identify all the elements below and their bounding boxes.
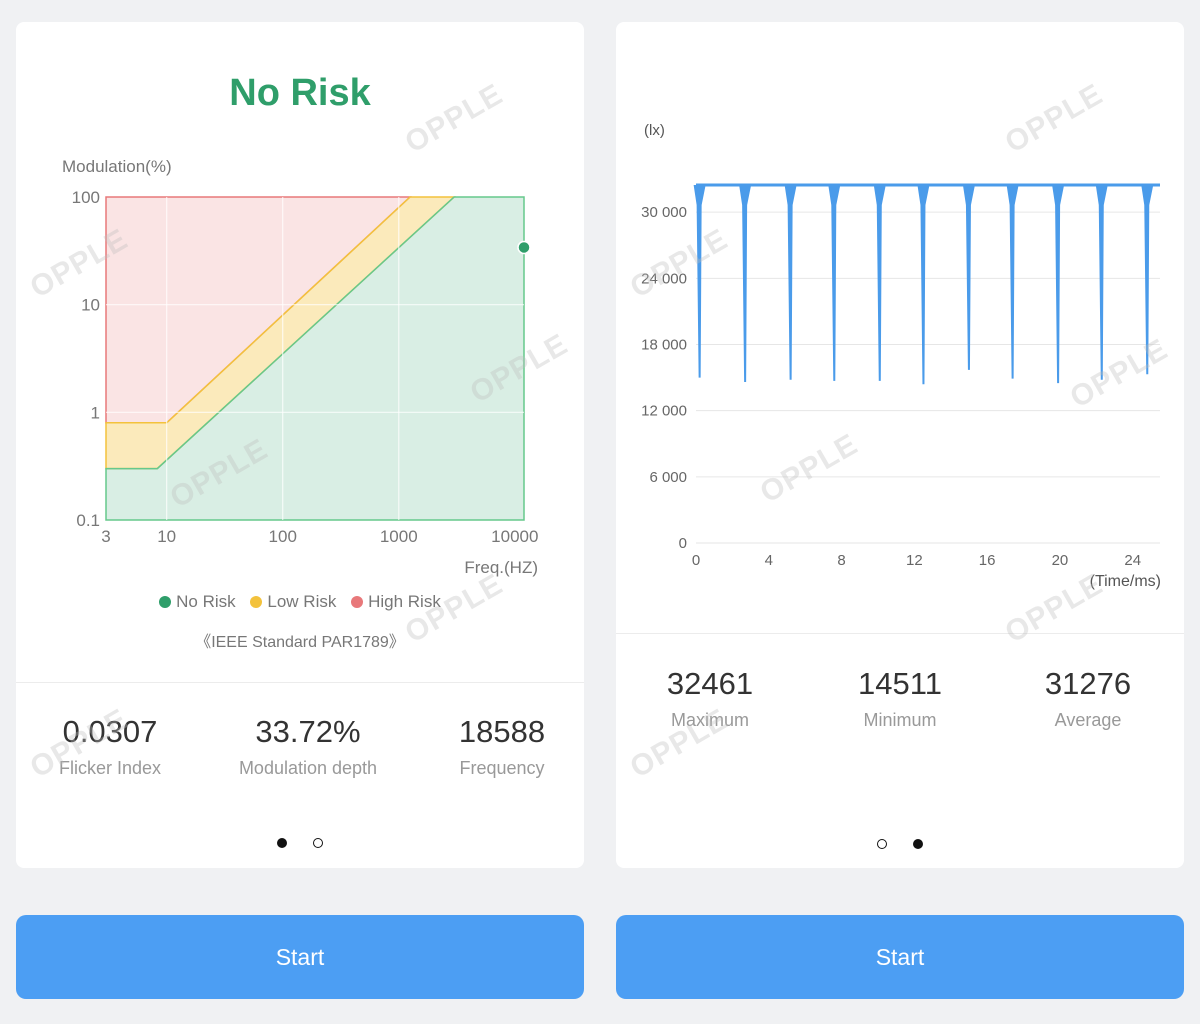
start-button[interactable]: Start [616, 915, 1184, 999]
legend-label: No Risk [176, 592, 236, 611]
page-dot-2[interactable] [313, 838, 323, 848]
stat-label: Modulation depth [238, 758, 378, 778]
x-tick-label: 12 [906, 552, 923, 569]
x-tick-label: 0 [692, 552, 700, 569]
illuminance-waveform-chart: 0 6 000 12 000 18 000 24 000 30 000 0 4 8 12 16 20 2… [641, 122, 1161, 590]
x-tick-label: 4 [765, 552, 773, 569]
stat-label: Maximum [670, 710, 749, 730]
stat-minimum: 14511 Minimum [806, 666, 994, 731]
risk-status-title: No Risk [229, 72, 371, 114]
stat-value: 18588 [458, 714, 546, 749]
stat-value: 14511 [858, 666, 942, 701]
x-tick-label: 100 [269, 527, 297, 546]
stat-value: 32461 [666, 666, 754, 701]
divider [16, 682, 584, 683]
x-tick-label: 8 [837, 552, 845, 569]
page-indicator [616, 836, 1184, 854]
waveform-dip [784, 185, 797, 380]
stat-label: Average [1054, 710, 1122, 730]
waveform-dip [1141, 185, 1154, 375]
y-tick-label: 0 [679, 535, 687, 552]
illuminance-waveform-card: 0 6 000 12 000 18 000 24 000 30 000 0 4 8 12 16 20 2… [616, 22, 1184, 868]
waveform-dip [693, 185, 706, 378]
stat-maximum: 32461 Maximum [616, 666, 804, 731]
y-tick-label: 12 000 [641, 403, 687, 420]
standard-reference: 《IEEE Standard PAR1789》 [195, 634, 405, 651]
page-indicator [16, 835, 584, 853]
waveform-dip [873, 185, 886, 381]
stat-value: 0.0307 [62, 714, 158, 749]
waveform-dip [828, 185, 841, 381]
y-tick-label: 6 000 [649, 469, 687, 486]
legend-dot-no-risk [159, 596, 172, 608]
stat-value: 31276 [1044, 666, 1132, 701]
legend-item-low-risk: Low Risk [250, 592, 336, 612]
page-dot-2[interactable] [913, 839, 923, 849]
stat-average: 31276 Average [994, 666, 1182, 731]
stat-value: 33.72% [255, 714, 361, 749]
y-tick-label: 24 000 [641, 270, 687, 287]
x-tick-label: 24 [1124, 552, 1141, 569]
y-axis-label: Modulation(%) [62, 157, 172, 176]
start-button[interactable]: Start [16, 915, 584, 999]
legend-dot-high-risk [351, 596, 364, 608]
no-risk-region [105, 196, 525, 521]
page-dot-1[interactable] [277, 838, 287, 848]
legend-dot-low-risk [250, 596, 263, 608]
page-dot-1[interactable] [877, 839, 887, 849]
stat-label: Flicker Index [58, 758, 162, 778]
stat-label: Frequency [459, 758, 545, 778]
x-tick-label: 3 [101, 527, 110, 546]
y-tick-label: 0.1 [76, 511, 100, 530]
y-tick-label: 18 000 [641, 336, 687, 353]
y-axis-label: (lx) [644, 122, 665, 139]
x-tick-label: 1000 [380, 527, 418, 546]
legend-item-high-risk: High Risk [351, 592, 441, 612]
x-axis-label: Freq.(HZ) [464, 558, 538, 577]
measurement-point [517, 240, 531, 255]
x-tick-label: 16 [979, 552, 996, 569]
legend-label: Low Risk [267, 592, 337, 611]
stat-label: Minimum [863, 710, 937, 730]
waveform-dip [962, 185, 975, 370]
legend-label: High Risk [368, 592, 441, 611]
x-tick-label: 10 [157, 527, 176, 546]
x-tick-label: 10000 [491, 527, 538, 546]
waveform-dip [917, 185, 930, 385]
stat-flicker-index: 0.0307 Flicker Index [16, 714, 204, 779]
waveform-dip [1052, 185, 1065, 384]
y-tick-label: 100 [72, 188, 100, 207]
flicker-risk-card: No Risk Modulation(%) Freq.(HZ) 0.1 1 10 100 3… [16, 22, 584, 868]
legend-item-no-risk: No Risk [159, 592, 236, 612]
stat-modulation-depth: 33.72% Modulation depth [214, 714, 402, 779]
flicker-risk-chart: Modulation(%) Freq.(HZ) 0.1 1 10 100 3 10 100 100… [62, 157, 538, 577]
waveform-dip [739, 185, 752, 382]
y-tick-label: 1 [91, 403, 100, 422]
stat-frequency: 18588 Frequency [408, 714, 596, 779]
risk-legend: No Risk Low Risk High Risk [16, 592, 584, 612]
waveform-dip [1095, 185, 1108, 380]
divider [616, 633, 1184, 634]
y-tick-label: 30 000 [641, 204, 687, 221]
y-tick-label: 10 [81, 296, 100, 315]
x-axis-label: (Time/ms) [1090, 573, 1161, 590]
x-tick-label: 20 [1052, 552, 1069, 569]
waveform-dip [1006, 185, 1019, 379]
